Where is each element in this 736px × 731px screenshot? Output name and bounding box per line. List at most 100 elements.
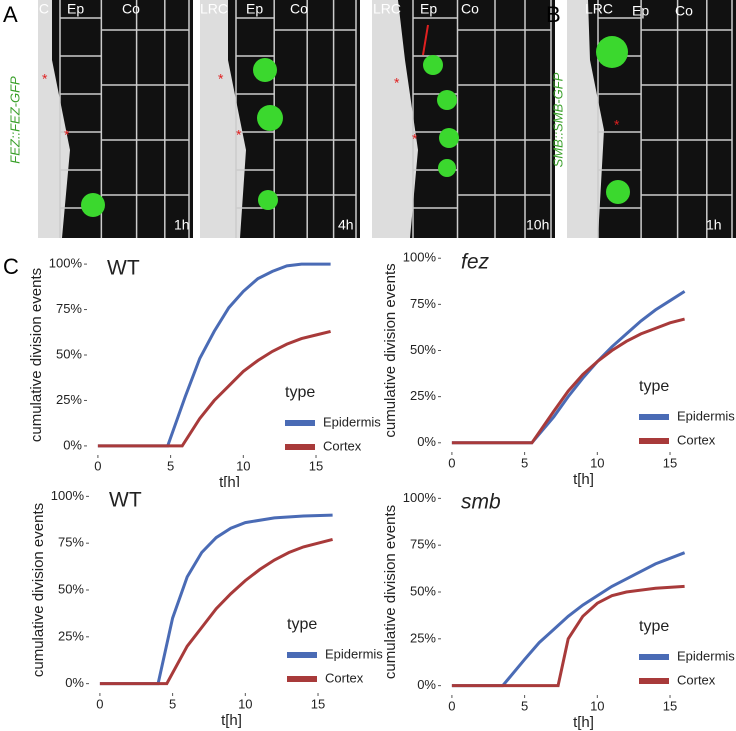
marker: *	[394, 75, 400, 91]
legend-label: Epidermis	[323, 414, 381, 429]
x-tick-label: 15	[311, 696, 325, 711]
marker: *	[614, 117, 620, 133]
legend-title: type	[287, 616, 317, 633]
y-tick-label: 0%	[65, 675, 84, 690]
plot-area	[87, 255, 372, 455]
x-tick-label: 0	[448, 698, 455, 713]
x-tick-label: 0	[94, 458, 101, 473]
gene-label: SMB::SMB-GFP	[550, 72, 565, 167]
y-tick-label: 75%	[410, 537, 436, 552]
legend-label: Cortex	[325, 670, 364, 685]
x-tick-label: 5	[167, 458, 174, 473]
y-tick-label: 100%	[403, 250, 437, 265]
legend-label: Epidermis	[677, 648, 735, 663]
y-tick-label: 50%	[56, 346, 82, 361]
series-line	[97, 262, 331, 448]
y-tick-label: 100%	[403, 490, 437, 505]
y-tick-label: 100%	[51, 488, 85, 503]
y-tick-label: 25%	[56, 392, 82, 407]
image-header: Ep	[67, 1, 84, 17]
x-tick-label: 15	[309, 458, 323, 473]
gfp-nucleus	[437, 90, 457, 110]
lrc-region	[372, 0, 418, 238]
image-header: LRC	[585, 1, 613, 17]
series-line	[451, 584, 685, 688]
image-header: LRC	[200, 1, 228, 17]
chart-title: fez	[461, 251, 490, 274]
x-tick-label: 10	[590, 698, 604, 713]
marker: *	[42, 71, 48, 87]
marker: *	[64, 127, 70, 143]
chart-title: WT	[107, 257, 140, 280]
legend-label: Cortex	[677, 432, 716, 447]
x-tick-label: 15	[663, 698, 677, 713]
y-tick-label: 0%	[63, 437, 82, 452]
gfp-nucleus	[258, 190, 278, 210]
microscopy-panels: A B C LRC Ep Co 1h * * LRC Ep Co 4h * * LRC Ep Co 10h * * LRC…	[3, 0, 736, 279]
y-axis-label: cumulative division events	[382, 263, 399, 437]
series-line	[451, 551, 686, 688]
y-tick-label: 25%	[410, 388, 436, 403]
image-header: Ep	[632, 3, 649, 19]
marker: *	[412, 131, 418, 147]
series-line	[99, 513, 333, 686]
series-line	[97, 329, 331, 448]
time-label: 4h	[338, 217, 354, 233]
legend-title: type	[639, 618, 669, 635]
legend-label: Cortex	[677, 672, 716, 687]
y-tick-label: 0%	[417, 677, 436, 692]
lrc-region	[567, 0, 604, 238]
gfp-nucleus	[257, 105, 283, 131]
gfp-nucleus	[596, 36, 628, 68]
y-tick-label: 75%	[56, 301, 82, 316]
x-tick-label: 0	[96, 696, 103, 711]
x-tick-label: 10	[590, 455, 604, 470]
y-axis-label: cumulative division events	[30, 503, 47, 677]
x-axis-label: t[h]	[573, 714, 594, 731]
y-tick-label: 75%	[410, 296, 436, 311]
time-label: 1h	[174, 217, 190, 233]
y-tick-label: 50%	[410, 583, 436, 598]
x-tick-label: 10	[238, 696, 252, 711]
image-header: LRC	[21, 1, 49, 17]
y-tick-label: 75%	[58, 535, 84, 550]
panel-label: A	[3, 2, 18, 27]
legend-label: Cortex	[323, 438, 362, 453]
legend-label: Epidermis	[325, 646, 383, 661]
gfp-nucleus	[423, 55, 443, 75]
panel-label: B	[546, 2, 561, 27]
y-tick-label: 0%	[417, 434, 436, 449]
gene-label: FEZ::FEZ-GFP	[7, 76, 22, 164]
x-tick-label: 10	[236, 458, 250, 473]
arrow	[422, 24, 429, 56]
plot-area	[441, 249, 726, 452]
image-header: Co	[461, 1, 479, 17]
plot-area	[89, 487, 374, 693]
y-tick-label: 25%	[410, 630, 436, 645]
plot-area	[441, 489, 726, 695]
image-header: LRC	[373, 1, 401, 17]
series-line	[451, 317, 685, 445]
image-header: Co	[675, 3, 693, 19]
x-axis-label: t[h]	[221, 712, 242, 729]
chart-title: WT	[109, 489, 142, 512]
y-tick-label: 25%	[58, 628, 84, 643]
y-tick-label: 50%	[410, 342, 436, 357]
gfp-nucleus	[253, 58, 277, 82]
image-header: Ep	[246, 1, 263, 17]
y-axis-label: cumulative division events	[382, 505, 399, 679]
y-axis-label: cumulative division events	[28, 268, 45, 442]
gfp-nucleus	[81, 193, 105, 217]
time-label: 1h	[706, 217, 722, 233]
y-tick-label: 50%	[58, 581, 84, 596]
image-header: Co	[290, 1, 308, 17]
x-tick-label: 5	[521, 698, 528, 713]
legend-title: type	[639, 378, 669, 395]
panel-label: C	[3, 254, 19, 279]
x-tick-label: 0	[448, 455, 455, 470]
x-axis-label: t[h]	[219, 474, 240, 491]
gfp-nucleus	[439, 128, 459, 148]
legend-label: Epidermis	[677, 408, 735, 423]
series-line	[99, 537, 333, 686]
